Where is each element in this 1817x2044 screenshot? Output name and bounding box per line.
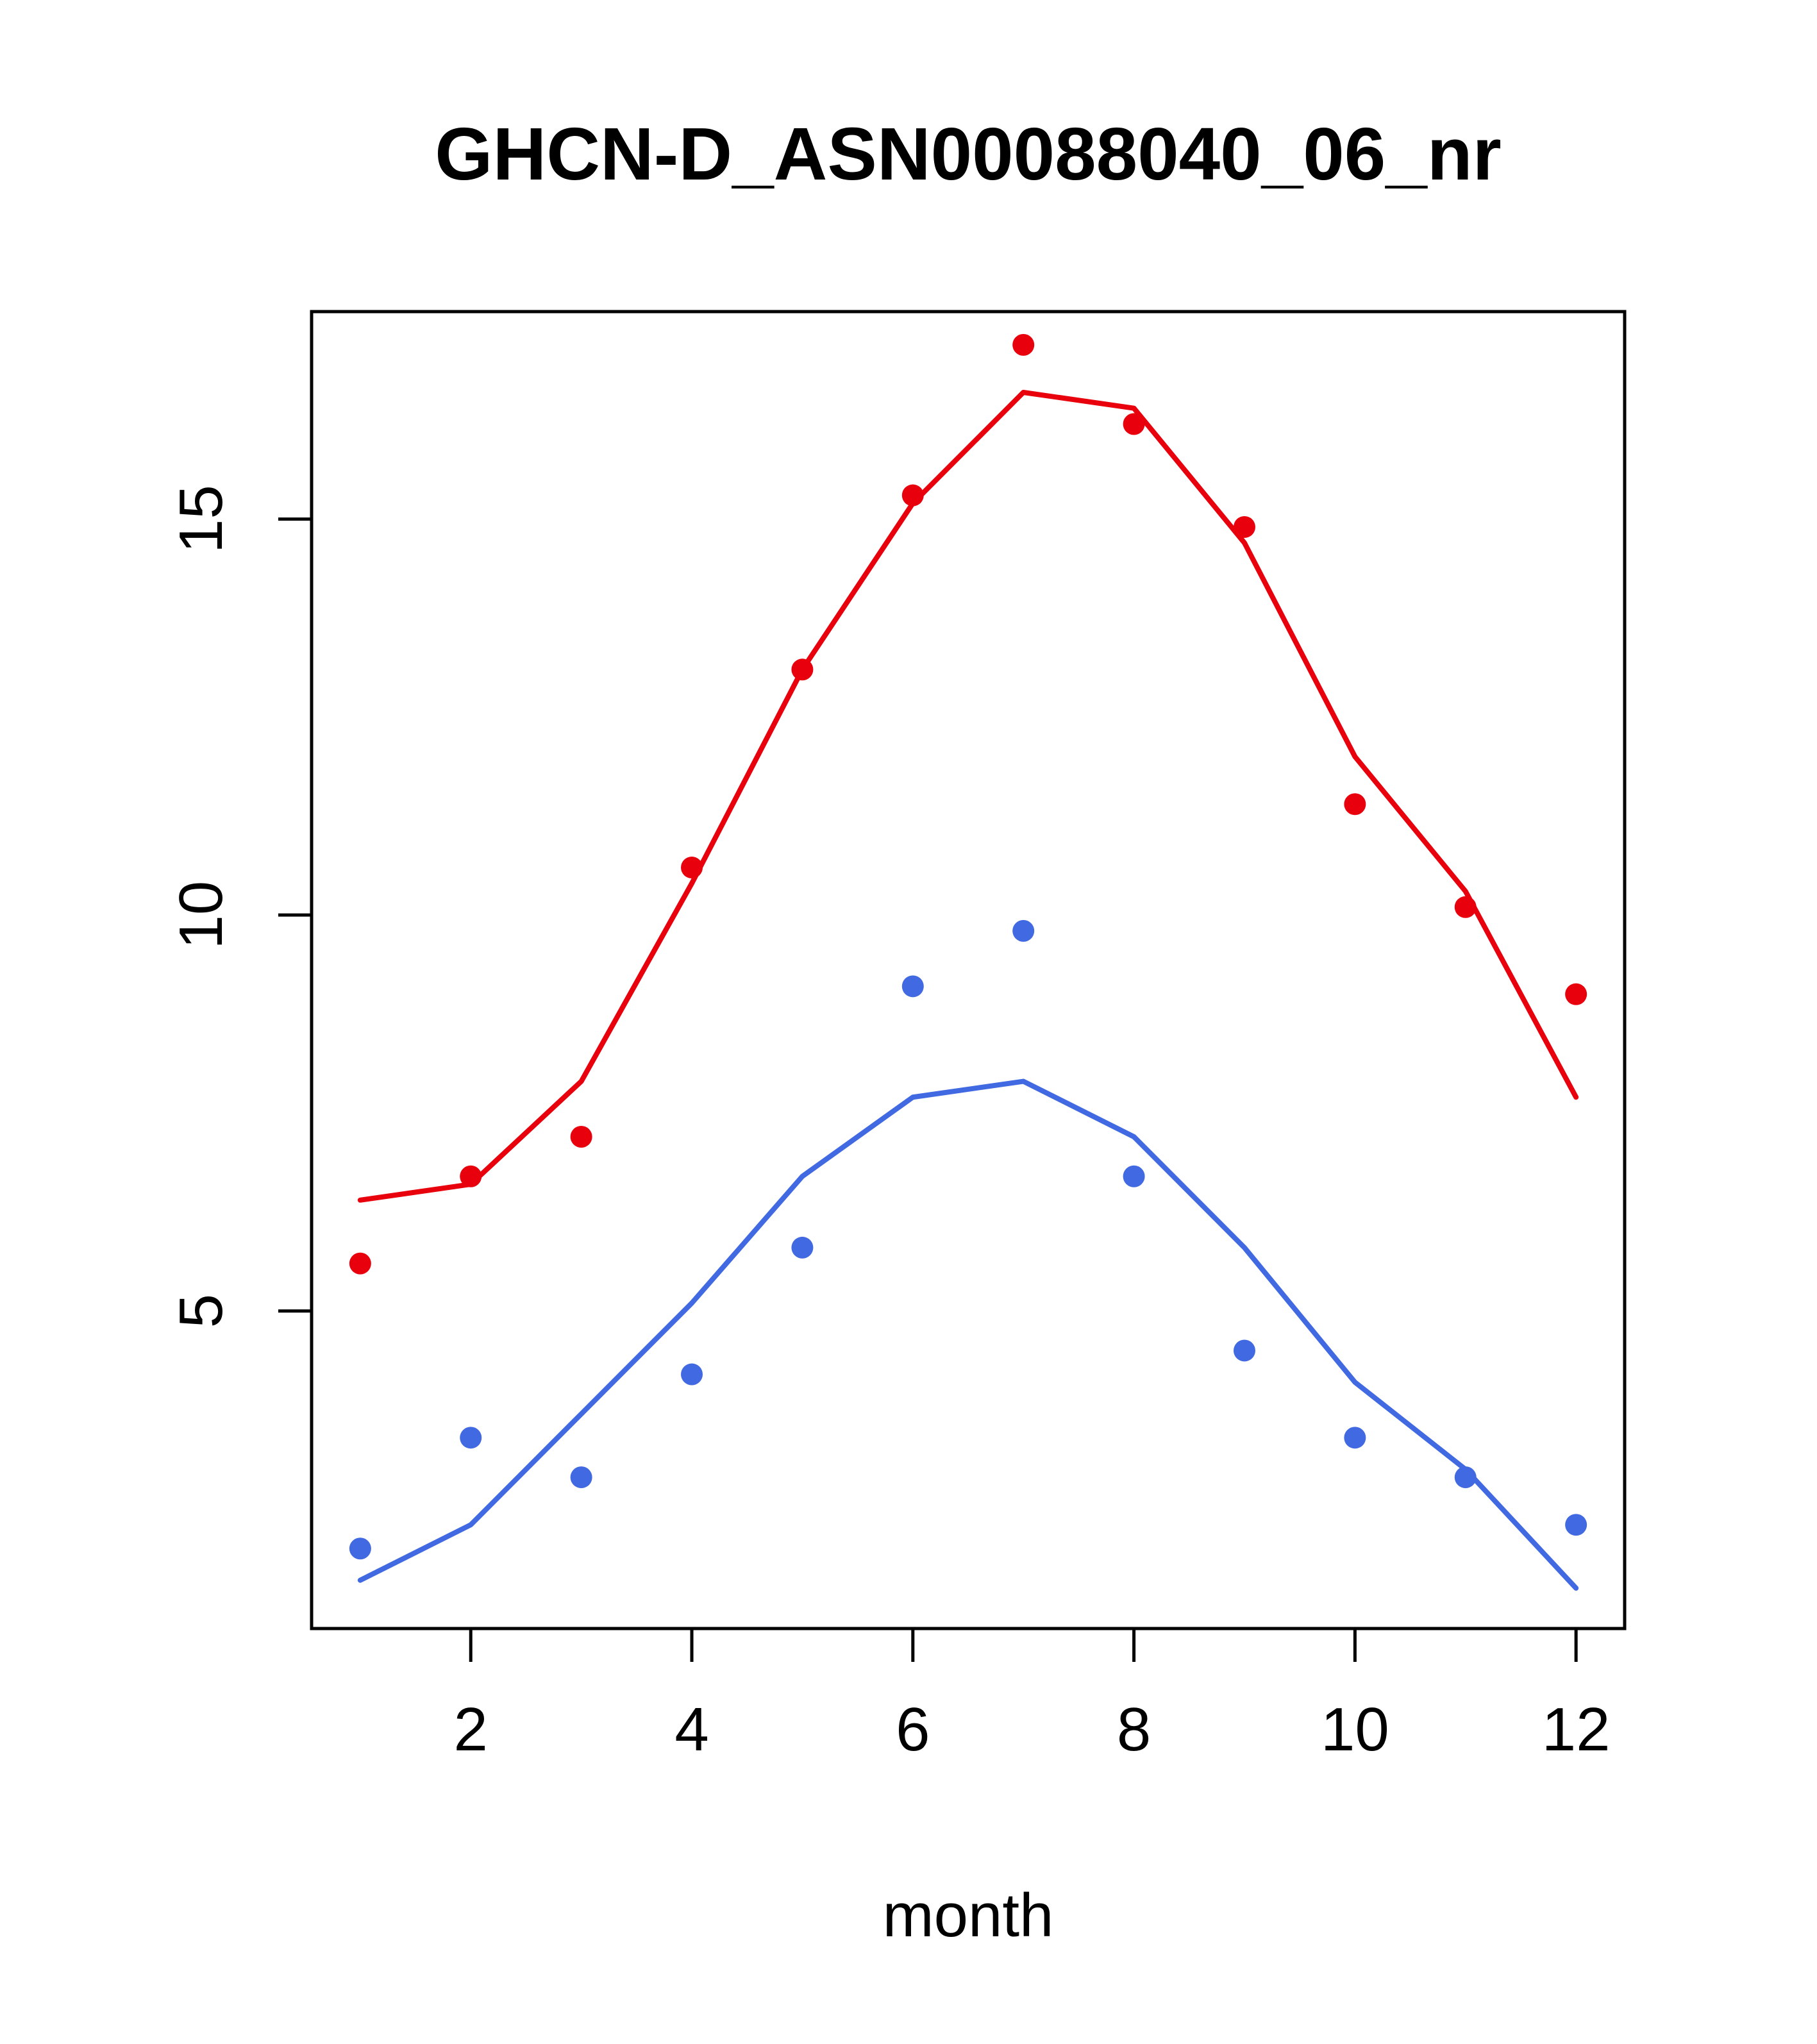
blue-points-marker <box>460 1427 482 1449</box>
red-points-marker <box>1233 515 1255 538</box>
red-points-marker <box>1012 333 1035 356</box>
blue-line-fit <box>357 1078 1579 1591</box>
blue-points-marker <box>1012 919 1035 942</box>
red-points-marker <box>460 1165 482 1187</box>
chart-title: GHCN-D_ASN00088040_06_nr <box>435 112 1502 196</box>
red-points-marker <box>791 658 814 681</box>
blue-points-marker <box>1233 1339 1255 1362</box>
blue-points-marker <box>349 1537 371 1560</box>
series-layer <box>349 333 1587 1591</box>
blue-points-marker <box>570 1466 592 1489</box>
blue-points-marker <box>1344 1427 1366 1449</box>
blue-points-marker <box>681 1363 703 1386</box>
red-points-marker <box>1344 793 1366 816</box>
blue-points-marker <box>791 1236 814 1259</box>
blue-points-marker <box>1565 1514 1587 1536</box>
red-points-marker <box>1454 896 1477 918</box>
x-tick-label: 10 <box>1321 1695 1389 1764</box>
x-tick-label: 6 <box>896 1695 930 1764</box>
red-points-marker <box>1565 983 1587 1005</box>
y-axis-ticks: 5 10 15 <box>167 485 312 1328</box>
x-tick-label: 8 <box>1117 1695 1151 1764</box>
red-points-marker <box>570 1125 592 1148</box>
red-points-marker <box>681 857 703 879</box>
x-tick-label: 4 <box>674 1695 708 1764</box>
red-points-marker <box>901 484 924 507</box>
y-tick-label: 10 <box>167 881 235 950</box>
x-axis-ticks: 2 4 6 8 10 12 <box>454 1629 1611 1764</box>
y-tick-label: 15 <box>167 485 235 553</box>
y-tick-label: 5 <box>167 1294 235 1328</box>
red-points-marker <box>349 1252 371 1275</box>
blue-points-marker <box>1123 1165 1145 1187</box>
blue-points-marker <box>1454 1466 1477 1489</box>
plot-box-border <box>310 310 1627 1630</box>
blue-points-marker <box>901 975 924 998</box>
x-tick-label: 12 <box>1542 1695 1611 1764</box>
x-tick-label: 2 <box>454 1695 488 1764</box>
x-axis-label: month <box>883 1881 1054 1950</box>
red-line-fit <box>357 389 1579 1203</box>
red-points-marker <box>1123 413 1145 435</box>
